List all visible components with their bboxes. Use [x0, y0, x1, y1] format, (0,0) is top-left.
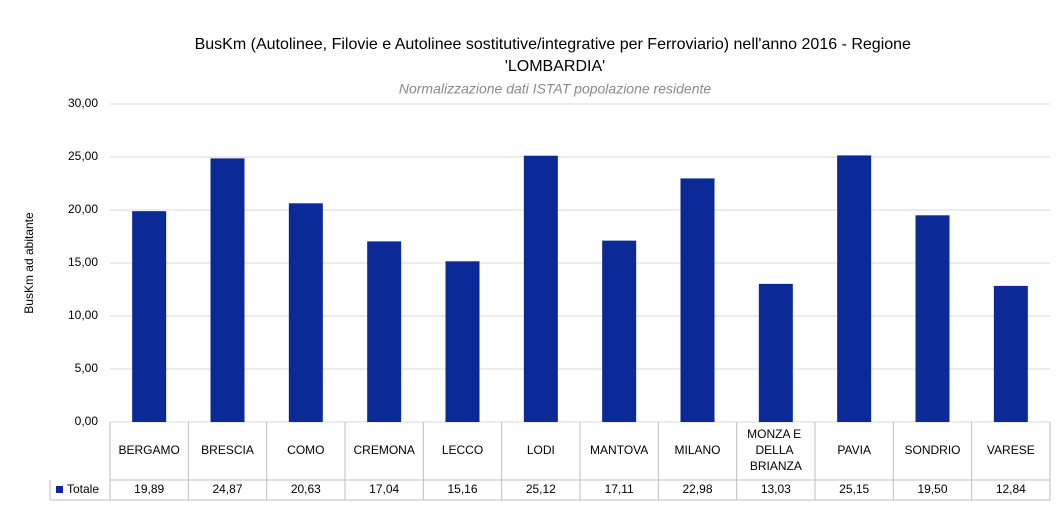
- x-tick-label: BERGAMO: [118, 443, 179, 457]
- chart-subtitle: Normalizzazione dati ISTAT popolazione r…: [399, 81, 712, 97]
- x-tick-label: MONZA E DELLA BRIANZA: [747, 427, 804, 473]
- y-tick-label: 20,00: [68, 202, 98, 216]
- x-tick-label: MILANO: [674, 443, 720, 457]
- data-label: 12,84: [996, 482, 1026, 496]
- x-tick-label: MANTOVA: [590, 443, 648, 457]
- bar: [602, 240, 637, 422]
- data-label: 13,03: [761, 482, 791, 496]
- data-label: 19,89: [134, 482, 164, 496]
- bar: [210, 158, 245, 423]
- bar: [680, 178, 715, 422]
- y-tick-label: 15,00: [68, 255, 98, 269]
- y-axis-label: BusKm ad abitante: [22, 212, 36, 314]
- bar: [758, 283, 793, 422]
- x-tick-label: BRESCIA: [201, 443, 254, 457]
- x-tick-label: LECCO: [442, 443, 483, 457]
- x-tick-label: COMO: [287, 443, 324, 457]
- bar: [915, 215, 950, 422]
- bar: [367, 241, 402, 422]
- bar: [523, 155, 558, 422]
- y-tick-label: 0,00: [75, 414, 99, 428]
- bar: [993, 285, 1028, 422]
- x-tick-label: PAVIA: [837, 443, 871, 457]
- chart-title: BusKm (Autolinee, Filovie e Autolinee so…: [195, 36, 916, 75]
- data-label: 25,15: [839, 482, 869, 496]
- x-tick-label: LODI: [527, 443, 555, 457]
- data-label: 22,98: [682, 482, 712, 496]
- data-label: 24,87: [212, 482, 242, 496]
- legend-label: Totale: [67, 482, 99, 496]
- data-label: 17,11: [605, 482, 634, 496]
- legend-swatch: [56, 486, 63, 493]
- data-label: 20,63: [291, 482, 321, 496]
- bar: [837, 155, 872, 422]
- y-tick-label: 5,00: [75, 361, 99, 375]
- x-tick-label: CREMONA: [353, 443, 414, 457]
- y-tick-label: 10,00: [68, 308, 98, 322]
- x-tick-label: VARESE: [987, 443, 1035, 457]
- data-label: 15,16: [447, 482, 477, 496]
- y-tick-label: 30,00: [68, 96, 98, 110]
- x-tick-label: SONDRIO: [904, 443, 960, 457]
- bar: [288, 203, 323, 422]
- bar: [132, 211, 167, 422]
- y-tick-label: 25,00: [68, 149, 98, 163]
- data-label: 25,12: [526, 482, 556, 496]
- data-label: 19,50: [917, 482, 947, 496]
- bar: [445, 261, 480, 422]
- data-label: 17,04: [369, 482, 399, 496]
